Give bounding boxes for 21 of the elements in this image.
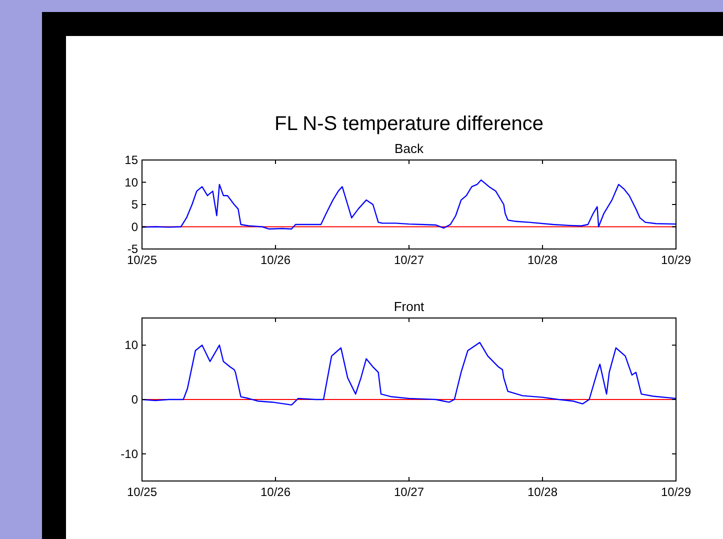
x-tick-label: 10/28 bbox=[527, 485, 558, 499]
chart-title: Front bbox=[394, 299, 425, 314]
chart-subtitle: Back bbox=[394, 141, 424, 156]
y-tick-label: 10 bbox=[124, 338, 138, 352]
y-tick-label: 5 bbox=[131, 198, 138, 212]
y-tick-label: 0 bbox=[131, 220, 138, 234]
x-tick-label: 10/27 bbox=[394, 485, 424, 499]
x-tick-label: 10/29 bbox=[660, 253, 692, 267]
y-tick-label: 10 bbox=[124, 175, 138, 190]
y-tick-label: -5 bbox=[127, 242, 138, 256]
x-tick-label: 10/27 bbox=[394, 253, 424, 267]
chart-title: FL N-S temperature difference bbox=[274, 113, 544, 135]
y-tick-label: -10 bbox=[120, 446, 138, 461]
x-tick-label: 10/26 bbox=[260, 485, 291, 499]
x-tick-label: 10/28 bbox=[527, 253, 558, 267]
x-tick-label: 10/29 bbox=[660, 485, 692, 499]
x-tick-label: 10/25 bbox=[126, 253, 158, 267]
x-tick-label: 10/26 bbox=[260, 253, 291, 267]
y-tick-label: 0 bbox=[131, 392, 138, 406]
x-tick-label: 10/25 bbox=[126, 485, 158, 499]
y-tick-label: 15 bbox=[124, 153, 138, 167]
